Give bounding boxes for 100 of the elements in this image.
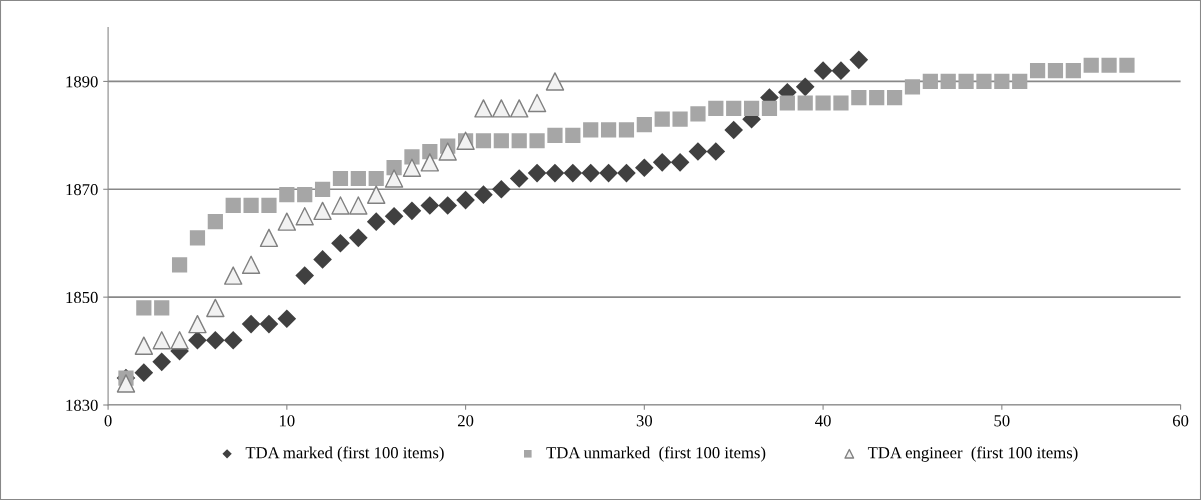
point — [886, 90, 903, 106]
legend-label: TDA unmarked (first 100 items) — [546, 446, 766, 462]
point — [940, 73, 956, 90]
point — [527, 93, 547, 113]
point — [241, 314, 261, 334]
point — [368, 170, 384, 187]
point — [849, 50, 869, 70]
legend-label: TDA marked (first 100 items) — [245, 446, 444, 462]
point — [223, 330, 243, 350]
point — [635, 158, 654, 178]
point — [474, 185, 493, 204]
x-tick-label: 30 — [636, 415, 653, 427]
point — [366, 212, 386, 231]
point — [420, 196, 440, 215]
point — [152, 352, 172, 372]
point — [402, 158, 422, 177]
point — [188, 314, 207, 334]
point — [206, 298, 225, 318]
point — [277, 212, 297, 231]
point — [1012, 73, 1028, 90]
point — [831, 61, 851, 80]
point — [492, 99, 511, 118]
y-tick-label: 1830 — [66, 399, 98, 411]
point — [438, 196, 458, 215]
point — [259, 228, 279, 248]
point — [726, 100, 742, 116]
point — [241, 255, 261, 274]
point — [509, 169, 529, 188]
legend-label: TDA engineer (first 100 items) — [867, 446, 1078, 462]
point — [1065, 63, 1081, 79]
point — [743, 100, 760, 116]
point — [545, 163, 565, 183]
point — [690, 106, 706, 122]
point — [581, 163, 601, 183]
x-tick-label: 0 — [104, 415, 112, 427]
x-tick-label: 10 — [279, 415, 295, 427]
point — [152, 331, 171, 350]
point — [599, 163, 618, 183]
point — [493, 133, 509, 149]
point — [527, 163, 547, 183]
point — [1083, 57, 1099, 73]
point — [402, 201, 422, 221]
point — [994, 73, 1010, 90]
point — [350, 170, 366, 187]
point — [761, 100, 778, 116]
point — [386, 160, 402, 176]
point — [332, 170, 349, 187]
point — [565, 127, 581, 143]
point — [636, 116, 652, 133]
x-tick-label: 40 — [815, 415, 831, 427]
y-tick-label: 1890 — [66, 76, 98, 88]
point — [475, 133, 492, 149]
point — [313, 250, 332, 269]
point — [279, 187, 295, 203]
point — [547, 127, 563, 143]
point — [869, 90, 885, 106]
point — [314, 181, 331, 197]
point — [779, 95, 795, 111]
point — [813, 61, 833, 80]
point — [851, 90, 867, 106]
point — [349, 196, 368, 215]
point — [1119, 57, 1135, 73]
point — [706, 142, 726, 161]
point — [313, 201, 332, 221]
point — [349, 228, 368, 248]
point — [243, 197, 259, 214]
point — [1047, 63, 1064, 79]
point — [297, 187, 313, 203]
point — [384, 169, 404, 188]
point — [189, 230, 206, 246]
point — [171, 257, 188, 273]
point — [438, 142, 457, 161]
point — [261, 197, 277, 214]
point — [795, 77, 815, 97]
point — [510, 99, 529, 118]
x-tick-label: 50 — [994, 415, 1010, 427]
x-tick-label: 20 — [457, 415, 474, 427]
point — [134, 363, 154, 382]
y-tick-label: 1850 — [66, 291, 98, 304]
point — [583, 122, 599, 138]
point — [672, 111, 688, 127]
point — [420, 153, 440, 172]
point — [331, 196, 350, 215]
point — [331, 233, 350, 253]
point — [404, 149, 420, 165]
point — [259, 314, 279, 334]
point — [1029, 63, 1046, 79]
point — [206, 330, 225, 350]
point — [724, 120, 744, 140]
point — [652, 153, 672, 172]
point — [295, 207, 314, 226]
point — [815, 95, 831, 111]
point — [154, 300, 170, 316]
point — [295, 266, 315, 285]
point — [563, 163, 583, 183]
point — [170, 331, 189, 350]
point — [688, 142, 708, 161]
point — [1101, 57, 1117, 73]
point — [922, 73, 938, 90]
point — [833, 95, 849, 111]
